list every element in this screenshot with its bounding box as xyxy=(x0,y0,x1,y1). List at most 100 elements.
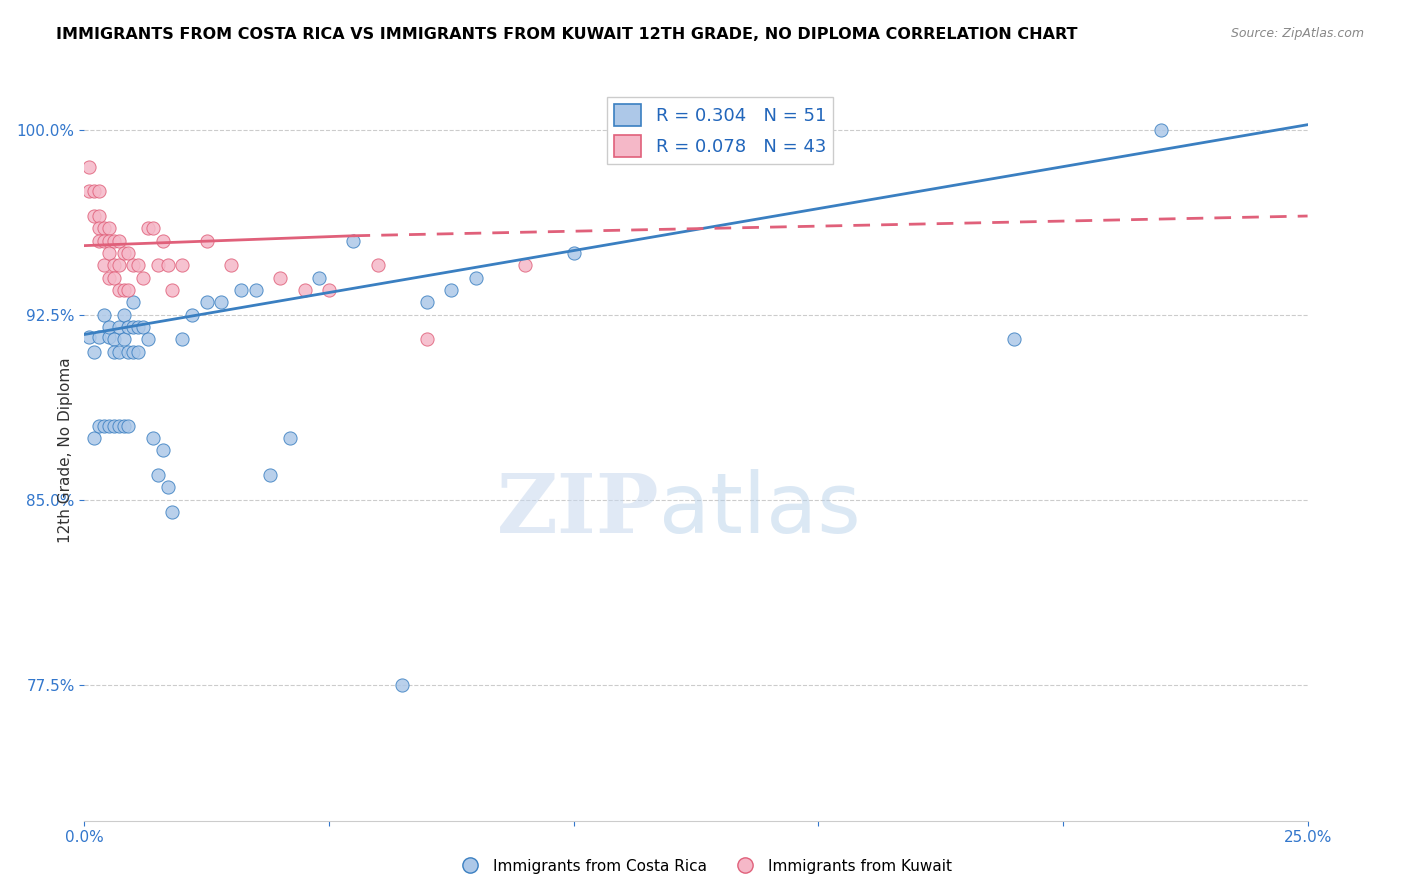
Point xyxy=(112,333,135,347)
Point xyxy=(103,418,125,433)
Point xyxy=(142,221,165,235)
Point xyxy=(391,678,413,692)
Point xyxy=(87,234,110,248)
Point xyxy=(172,259,194,273)
Point xyxy=(152,443,174,458)
Point xyxy=(97,221,120,235)
Point xyxy=(77,160,100,174)
Point xyxy=(117,344,139,359)
Point xyxy=(117,320,139,334)
Point xyxy=(117,283,139,297)
Point xyxy=(97,320,120,334)
Point xyxy=(107,283,129,297)
Point xyxy=(112,283,135,297)
Point xyxy=(103,259,125,273)
Point xyxy=(112,246,135,260)
Point xyxy=(308,270,330,285)
Point xyxy=(87,330,110,344)
Point xyxy=(93,221,115,235)
Point xyxy=(87,418,110,433)
Legend: Immigrants from Costa Rica, Immigrants from Kuwait: Immigrants from Costa Rica, Immigrants f… xyxy=(449,853,957,880)
Point xyxy=(127,259,149,273)
Point xyxy=(107,234,129,248)
Point xyxy=(195,234,218,248)
Point xyxy=(146,259,169,273)
Point xyxy=(83,185,105,199)
Point xyxy=(112,418,135,433)
Point xyxy=(87,221,110,235)
Point xyxy=(87,209,110,223)
Point xyxy=(93,259,115,273)
Point xyxy=(132,270,155,285)
Point xyxy=(93,418,115,433)
Point xyxy=(136,333,159,347)
Point xyxy=(122,295,145,310)
Point xyxy=(103,333,125,347)
Point xyxy=(156,259,179,273)
Point xyxy=(122,344,145,359)
Point xyxy=(142,431,165,445)
Point xyxy=(107,418,129,433)
Point xyxy=(195,295,218,310)
Point xyxy=(83,344,105,359)
Point xyxy=(162,283,184,297)
Point xyxy=(122,259,145,273)
Text: IMMIGRANTS FROM COSTA RICA VS IMMIGRANTS FROM KUWAIT 12TH GRADE, NO DIPLOMA CORR: IMMIGRANTS FROM COSTA RICA VS IMMIGRANTS… xyxy=(56,27,1078,42)
Point xyxy=(136,221,159,235)
Point xyxy=(97,246,120,260)
Point xyxy=(209,295,232,310)
Y-axis label: 12th Grade, No Diploma: 12th Grade, No Diploma xyxy=(58,358,73,543)
Text: atlas: atlas xyxy=(659,469,860,550)
Point xyxy=(156,481,179,495)
Point xyxy=(342,234,364,248)
Text: Source: ZipAtlas.com: Source: ZipAtlas.com xyxy=(1230,27,1364,40)
Point xyxy=(513,259,536,273)
Point xyxy=(1150,122,1173,136)
Point xyxy=(77,185,100,199)
Point xyxy=(245,283,267,297)
Point xyxy=(367,259,389,273)
Point xyxy=(259,468,281,483)
Point xyxy=(1002,333,1025,347)
Point xyxy=(318,283,340,297)
Point xyxy=(77,330,100,344)
Point xyxy=(112,308,135,322)
Point xyxy=(229,283,252,297)
Point xyxy=(416,333,439,347)
Point xyxy=(93,234,115,248)
Point xyxy=(278,431,301,445)
Point xyxy=(146,468,169,483)
Legend: R = 0.304   N = 51, R = 0.078   N = 43: R = 0.304 N = 51, R = 0.078 N = 43 xyxy=(607,96,834,164)
Point xyxy=(440,283,463,297)
Point xyxy=(152,234,174,248)
Point xyxy=(103,344,125,359)
Point xyxy=(107,344,129,359)
Point xyxy=(127,344,149,359)
Point xyxy=(93,308,115,322)
Text: ZIP: ZIP xyxy=(496,470,659,549)
Point xyxy=(107,320,129,334)
Point xyxy=(172,333,194,347)
Point xyxy=(562,246,585,260)
Point xyxy=(181,308,204,322)
Point xyxy=(127,320,149,334)
Point xyxy=(162,505,184,519)
Point xyxy=(219,259,242,273)
Point xyxy=(97,418,120,433)
Point xyxy=(269,270,291,285)
Point xyxy=(294,283,316,297)
Point xyxy=(117,418,139,433)
Point xyxy=(97,234,120,248)
Point xyxy=(87,185,110,199)
Point xyxy=(103,270,125,285)
Point xyxy=(132,320,155,334)
Point xyxy=(122,320,145,334)
Point xyxy=(97,270,120,285)
Point xyxy=(107,259,129,273)
Point xyxy=(416,295,439,310)
Point xyxy=(464,270,486,285)
Point xyxy=(103,234,125,248)
Point xyxy=(117,246,139,260)
Point xyxy=(83,431,105,445)
Point xyxy=(83,209,105,223)
